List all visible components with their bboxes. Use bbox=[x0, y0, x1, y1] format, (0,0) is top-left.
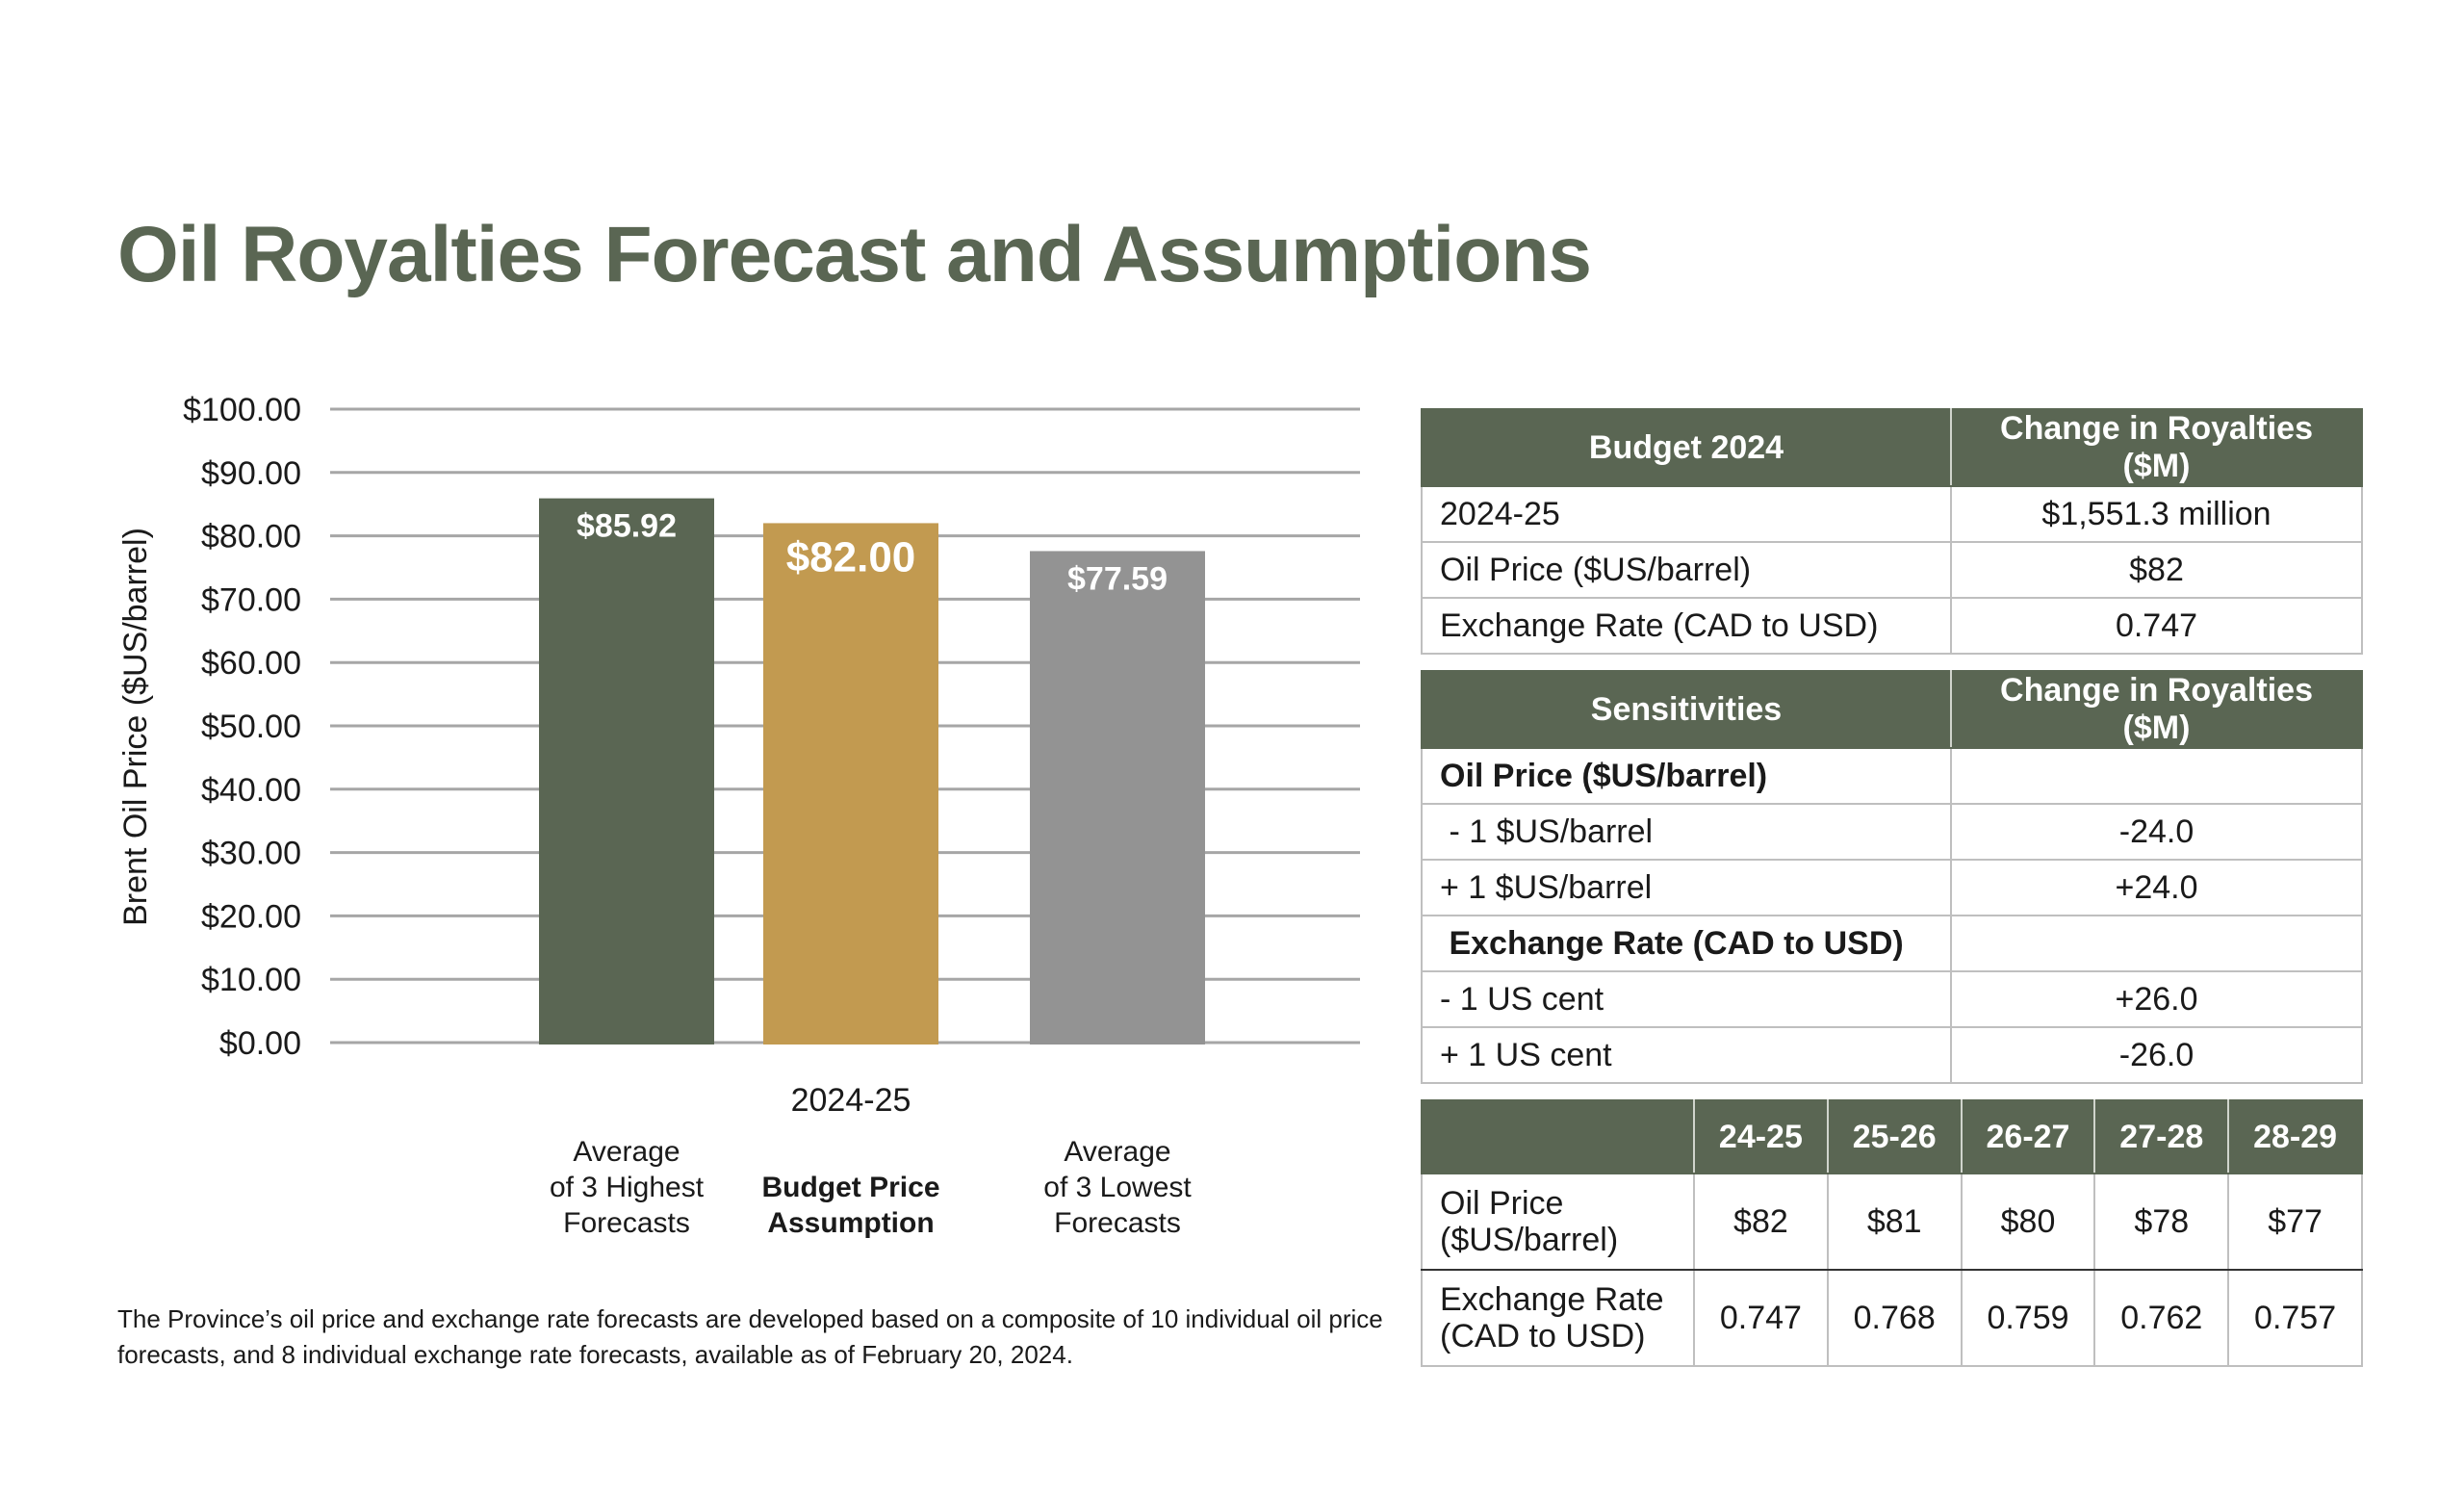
y-tick-label: $30.00 bbox=[201, 836, 301, 872]
row-value: $80 bbox=[1960, 1173, 2096, 1271]
row-label: 2024-25 bbox=[1421, 485, 1952, 543]
footnote: The Province’s oil price and exchange ra… bbox=[117, 1304, 1383, 1369]
y-tick-label: $80.00 bbox=[201, 519, 301, 555]
row-value: 0.762 bbox=[2093, 1269, 2230, 1367]
y-tick-label: $10.00 bbox=[201, 962, 301, 998]
row-value: +26.0 bbox=[1950, 970, 2363, 1028]
table-row-section: Oil Price ($US/barrel) bbox=[1421, 747, 2363, 805]
y-tick-label: $70.00 bbox=[201, 581, 301, 618]
bar bbox=[1030, 551, 1205, 1045]
row-label: Oil Price ($US/barrel) bbox=[1421, 541, 1952, 599]
table-row: - 1 $US/barrel -24.0 bbox=[1421, 803, 2363, 861]
table-row: + 1 $US/barrel +24.0 bbox=[1421, 859, 2363, 916]
row-label: - 1 $US/barrel bbox=[1421, 803, 1952, 861]
sensitivities-table: Sensitivities Change in Royalties ($M) O… bbox=[1421, 670, 2363, 1084]
category-label-line: Average bbox=[1064, 1136, 1171, 1168]
header-cell: Change in Royalties ($M) bbox=[1950, 408, 2363, 487]
header-cell-year: 25-26 bbox=[1826, 1099, 1963, 1174]
category-label-line: Budget Price bbox=[761, 1172, 940, 1203]
row-value: $82 bbox=[1693, 1173, 1829, 1271]
category-label-line: Forecasts bbox=[1054, 1207, 1181, 1239]
forecast-table-header: 24-25 25-26 26-27 27-28 28-29 bbox=[1421, 1099, 2363, 1174]
row-value: $77 bbox=[2227, 1173, 2363, 1271]
bar bbox=[539, 498, 714, 1045]
table-row: + 1 US cent -26.0 bbox=[1421, 1026, 2363, 1084]
bar bbox=[763, 523, 938, 1045]
category-label-line: of 3 Highest bbox=[549, 1172, 705, 1203]
table-row: Oil Price ($US/barrel) $82 bbox=[1421, 541, 2363, 599]
y-tick-label: $50.00 bbox=[201, 709, 301, 745]
table-row-oil-price: Oil Price ($US/barrel) $82 $81 $80 $78 $7… bbox=[1421, 1173, 2363, 1271]
category-label: Budget Price Assumption bbox=[725, 1170, 977, 1241]
header-cell: Change in Royalties ($M) bbox=[1950, 670, 2363, 749]
y-tick-label: $100.00 bbox=[183, 392, 301, 428]
row-label: + 1 $US/barrel bbox=[1421, 859, 1952, 916]
budget-table: Budget 2024 Change in Royalties ($M) 202… bbox=[1421, 408, 2363, 655]
header-cell: Sensitivities bbox=[1421, 670, 1952, 749]
header-cell-year: 26-27 bbox=[1960, 1099, 2096, 1174]
row-value: $81 bbox=[1826, 1173, 1963, 1271]
sensitivities-table-header: Sensitivities Change in Royalties ($M) bbox=[1421, 670, 2363, 749]
row-value: -26.0 bbox=[1950, 1026, 2363, 1084]
row-value: +24.0 bbox=[1950, 859, 2363, 916]
section-label: Exchange Rate (CAD to USD) bbox=[1421, 915, 1952, 972]
bar-chart: $0.00 $10.00 $20.00 $30.00 $40.00 $50.00 $60.0… bbox=[117, 392, 1360, 1119]
header-cell-year: 24-25 bbox=[1693, 1099, 1829, 1174]
header-cell-year: 28-29 bbox=[2227, 1099, 2363, 1174]
row-label: Exchange Rate (CAD to USD) bbox=[1421, 1269, 1695, 1367]
category-label: Average of 3 Highest Forecasts bbox=[500, 1134, 753, 1241]
bars bbox=[539, 498, 1205, 1045]
category-label-line: Assumption bbox=[767, 1207, 935, 1239]
bar-data-labels: $85.92 $82.00 $77.59 bbox=[577, 508, 1168, 598]
row-value bbox=[1950, 915, 2363, 972]
y-tick-label: $40.00 bbox=[201, 772, 301, 809]
table-row: - 1 US cent +26.0 bbox=[1421, 970, 2363, 1028]
row-label: + 1 US cent bbox=[1421, 1026, 1952, 1084]
y-axis-label: Brent Oil Price ($US/barrel) bbox=[117, 528, 154, 926]
bar-data-label: $82.00 bbox=[786, 533, 916, 580]
row-label: Oil Price ($US/barrel) bbox=[1421, 1173, 1695, 1271]
y-axis-ticks: $0.00 $10.00 $20.00 $30.00 $40.00 $50.00 $60.0… bbox=[183, 392, 301, 1062]
table-row-section: Exchange Rate (CAD to USD) bbox=[1421, 915, 2363, 972]
row-value: 0.747 bbox=[1693, 1269, 1829, 1367]
table-row-exchange-rate: Exchange Rate (CAD to USD) 0.747 0.768 0.… bbox=[1421, 1269, 2363, 1367]
page-title: Oil Royalties Forecast and Assumptions bbox=[117, 211, 1592, 298]
category-label: Average of 3 Lowest Forecasts bbox=[991, 1134, 1244, 1241]
row-value: $82 bbox=[1950, 541, 2363, 599]
y-tick-label: $60.00 bbox=[201, 645, 301, 682]
row-value: $1,551.3 million bbox=[1950, 485, 2363, 543]
header-cell-year: 27-28 bbox=[2093, 1099, 2230, 1174]
budget-table-header: Budget 2024 Change in Royalties ($M) bbox=[1421, 408, 2363, 487]
x-axis-label: 2024-25 bbox=[791, 1082, 911, 1119]
y-tick-label: $90.00 bbox=[201, 455, 301, 492]
category-label-line: of 3 Lowest bbox=[1043, 1172, 1192, 1203]
category-label-line: Average bbox=[573, 1136, 680, 1168]
bar-data-label: $85.92 bbox=[577, 508, 677, 545]
row-value: -24.0 bbox=[1950, 803, 2363, 861]
row-value: 0.768 bbox=[1826, 1269, 1963, 1367]
y-tick-label: $20.00 bbox=[201, 898, 301, 935]
forecast-table: 24-25 25-26 26-27 27-28 28-29 Oil Price(… bbox=[1421, 1099, 2363, 1367]
category-label-line: Forecasts bbox=[563, 1207, 690, 1239]
row-value: $78 bbox=[2093, 1173, 2230, 1271]
header-cell-empty bbox=[1421, 1099, 1695, 1174]
row-value: 0.747 bbox=[1950, 597, 2363, 655]
bar-data-label: $77.59 bbox=[1067, 560, 1168, 597]
row-value bbox=[1950, 747, 2363, 805]
row-value: 0.757 bbox=[2227, 1269, 2363, 1367]
row-value: 0.759 bbox=[1960, 1269, 2096, 1367]
header-cell: Budget 2024 bbox=[1421, 408, 1952, 487]
table-row: Exchange Rate (CAD to USD) 0.747 bbox=[1421, 597, 2363, 655]
table-row: 2024-25 $1,551.3 million bbox=[1421, 485, 2363, 543]
y-tick-label: $0.00 bbox=[219, 1025, 301, 1062]
section-label: Oil Price ($US/barrel) bbox=[1421, 747, 1952, 805]
row-label: Exchange Rate (CAD to USD) bbox=[1421, 597, 1952, 655]
row-label: - 1 US cent bbox=[1421, 970, 1952, 1028]
